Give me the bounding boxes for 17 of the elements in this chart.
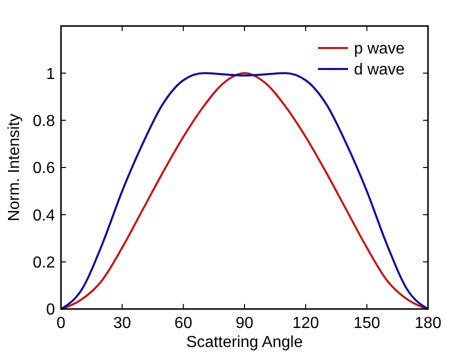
x-tick-label: 120 — [292, 315, 320, 332]
x-tick-label: 90 — [236, 315, 254, 332]
x-tick-label: 0 — [56, 315, 66, 332]
y-tick-label: 0.8 — [32, 112, 56, 130]
x-tick-label: 30 — [113, 315, 132, 332]
y-tick-label: 0 — [46, 302, 56, 319]
y-tick-label: 0.6 — [32, 160, 56, 178]
y-tick-label: 0.4 — [32, 207, 56, 224]
y-tick-label: 1 — [46, 66, 56, 83]
legend-label: d wave — [354, 62, 405, 79]
y-axis-title: Norm. Intensity — [6, 114, 23, 222]
y-tick-label: 0.2 — [32, 254, 56, 272]
x-tick-label: 150 — [353, 315, 380, 332]
x-axis-title: Scattering Angle — [186, 334, 303, 351]
x-tick-label: 180 — [414, 315, 442, 332]
x-tick-label: 60 — [174, 315, 192, 332]
legend-label: p wave — [354, 40, 405, 58]
